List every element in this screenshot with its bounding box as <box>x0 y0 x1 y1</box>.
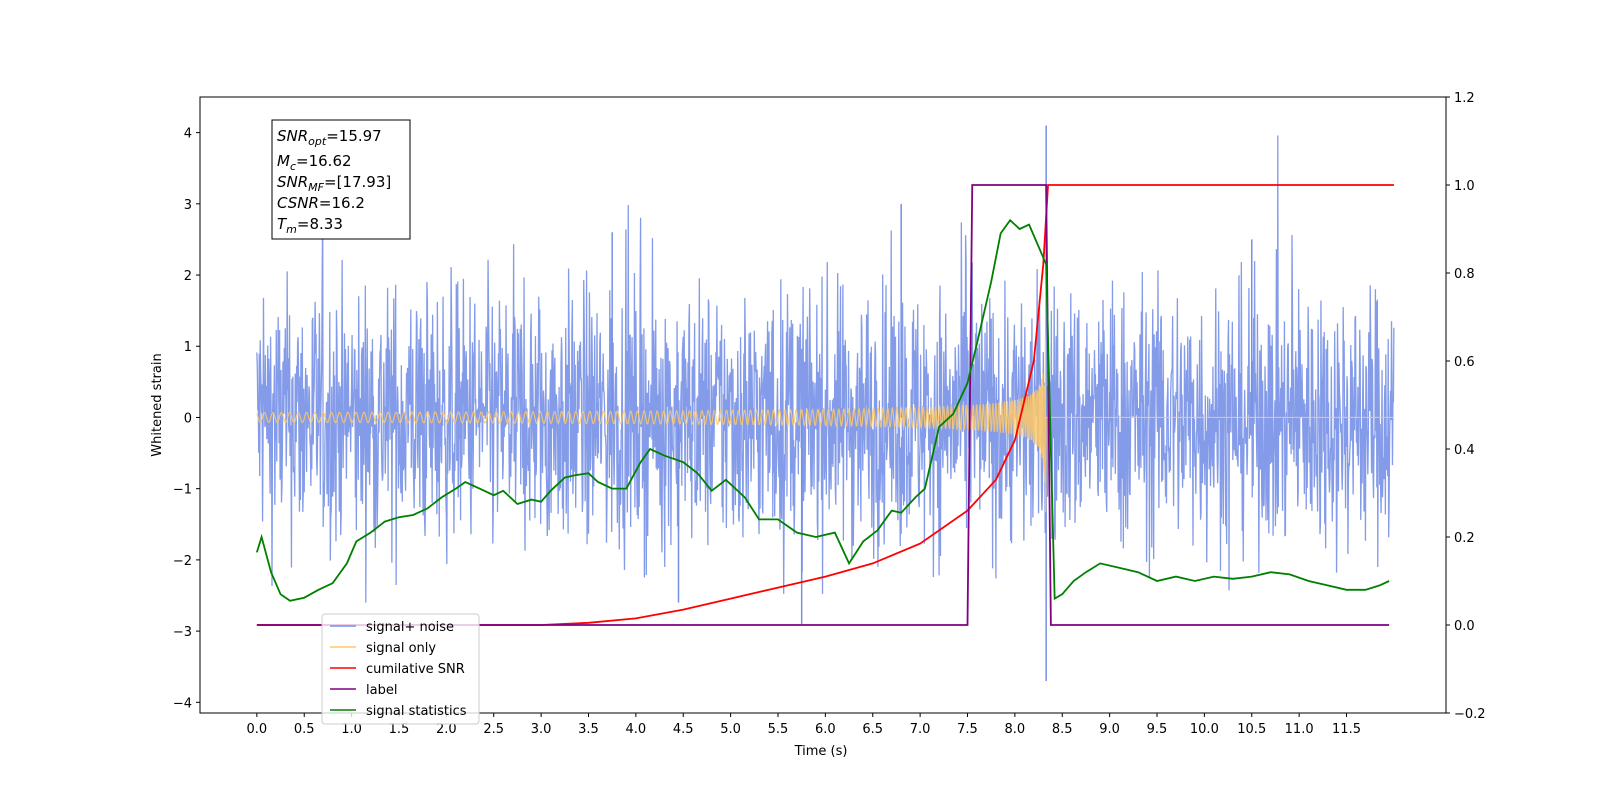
y-tick-label: −1 <box>173 483 192 498</box>
legend-label-cumulative-snr: cumilative SNR <box>366 662 465 677</box>
series-cumulative-snr <box>256 184 1394 626</box>
x-tick-label: 8.5 <box>1052 722 1073 737</box>
legend-label-signal-noise: signal+ noise <box>366 620 454 635</box>
series-label <box>256 184 1390 626</box>
legend-label-signal-only: signal only <box>366 641 436 656</box>
x-tick-label: 6.0 <box>815 722 836 737</box>
series-layer <box>255 125 1395 681</box>
y2-tick-label: 0.2 <box>1454 531 1475 546</box>
series-signal-statistics <box>255 218 1390 602</box>
x-tick-label: 4.5 <box>673 722 694 737</box>
snr-opt-annotation: SNRopt=15.97 <box>277 127 382 148</box>
y2-tick-label: −0.2 <box>1454 707 1486 722</box>
snr-opt-name: SNR <box>277 127 308 145</box>
x-axis: 0.0 0.5 1.0 1.5 2.0 2.5 3.0 3.5 4.0 4.5 5.0 5.5 6.0 6… <box>247 713 1361 737</box>
legend-label-label: label <box>366 683 397 698</box>
y-axis-label: Whitened strain <box>150 353 165 456</box>
info-box-frame <box>271 119 411 240</box>
y-tick-label: 0 <box>184 411 192 426</box>
y-axis-right: −0.2 0.0 0.2 0.4 0.6 0.8 1.0 1.2 <box>1446 91 1486 722</box>
y-tick-label: 1 <box>184 340 192 355</box>
plot-frame <box>199 96 1447 714</box>
legend-frame <box>321 613 480 725</box>
snr-mf-name: SNR <box>277 173 308 191</box>
x-tick-label: 5.5 <box>768 722 789 737</box>
tm-annotation: Tm=8.33 <box>277 215 343 236</box>
legend: signal+ noise signal only cumilative SNR… <box>321 613 480 725</box>
x-tick-label: 9.0 <box>1099 722 1120 737</box>
x-tick-label: 3.0 <box>531 722 552 737</box>
y-axis-left: −4 −3 −2 −1 0 1 2 3 4 <box>173 127 200 711</box>
y2-tick-label: 0.0 <box>1454 619 1475 634</box>
x-tick-label: 3.5 <box>578 722 599 737</box>
mc-value: =16.62 <box>296 152 352 170</box>
y2-tick-label: 0.8 <box>1454 267 1475 282</box>
x-tick-label: 0.5 <box>294 722 315 737</box>
x-tick-label: 9.5 <box>1147 722 1168 737</box>
mc-sub: c <box>290 160 296 173</box>
y2-tick-label: 1.0 <box>1454 179 1475 194</box>
y-tick-label: −2 <box>173 554 192 569</box>
series-signal-noise <box>256 135 1395 603</box>
x-tick-label: 4.0 <box>626 722 647 737</box>
tm-name: T <box>277 215 288 233</box>
csnr-annotation: CSNR=16.2 <box>277 194 365 212</box>
tm-sub: m <box>286 223 297 236</box>
x-axis-label: Time (s) <box>794 744 848 759</box>
series-signal-only <box>256 338 1394 513</box>
y-tick-label: −3 <box>173 625 192 640</box>
x-tick-label: 10.5 <box>1237 722 1266 737</box>
info-box: SNRopt=15.97 Mc=16.62 SNRMF=[17.93] CSNR… <box>271 119 411 240</box>
x-tick-label: 2.5 <box>483 722 504 737</box>
x-tick-label: 11.5 <box>1332 722 1361 737</box>
mc-annotation: Mc=16.62 <box>277 152 352 173</box>
y-tick-label: −4 <box>173 696 192 711</box>
y2-tick-label: 1.2 <box>1454 91 1475 106</box>
snr-mf-sub: MF <box>308 181 324 194</box>
csnr-name: CSNR <box>277 194 319 212</box>
x-tick-label: 11.0 <box>1285 722 1314 737</box>
y-tick-label: 3 <box>184 198 192 213</box>
y-tick-label: 4 <box>184 127 192 142</box>
x-tick-label: 2.0 <box>436 722 457 737</box>
x-tick-label: 8.0 <box>1005 722 1026 737</box>
x-tick-label: 1.5 <box>389 722 410 737</box>
x-tick-label: 7.0 <box>910 722 931 737</box>
x-tick-label: 1.0 <box>341 722 362 737</box>
mc-name: M <box>277 152 290 170</box>
y2-tick-label: 0.6 <box>1454 355 1475 370</box>
legend-label-signal-statistics: signal statistics <box>366 704 467 719</box>
snr-mf-annotation: SNRMF=[17.93] <box>277 173 391 194</box>
csnr-value: =16.2 <box>319 194 365 212</box>
x-tick-label: 0.0 <box>247 722 268 737</box>
y2-tick-label: 0.4 <box>1454 443 1475 458</box>
x-tick-label: 6.5 <box>862 722 883 737</box>
snr-opt-value: =15.97 <box>326 127 382 145</box>
x-tick-label: 10.0 <box>1190 722 1219 737</box>
snr-mf-value: =[17.93] <box>324 173 391 191</box>
snr-opt-sub: opt <box>308 135 327 148</box>
tm-value: =8.33 <box>297 215 343 233</box>
x-tick-label: 5.0 <box>720 722 741 737</box>
y-tick-label: 2 <box>184 269 192 284</box>
x-tick-label: 7.5 <box>957 722 978 737</box>
